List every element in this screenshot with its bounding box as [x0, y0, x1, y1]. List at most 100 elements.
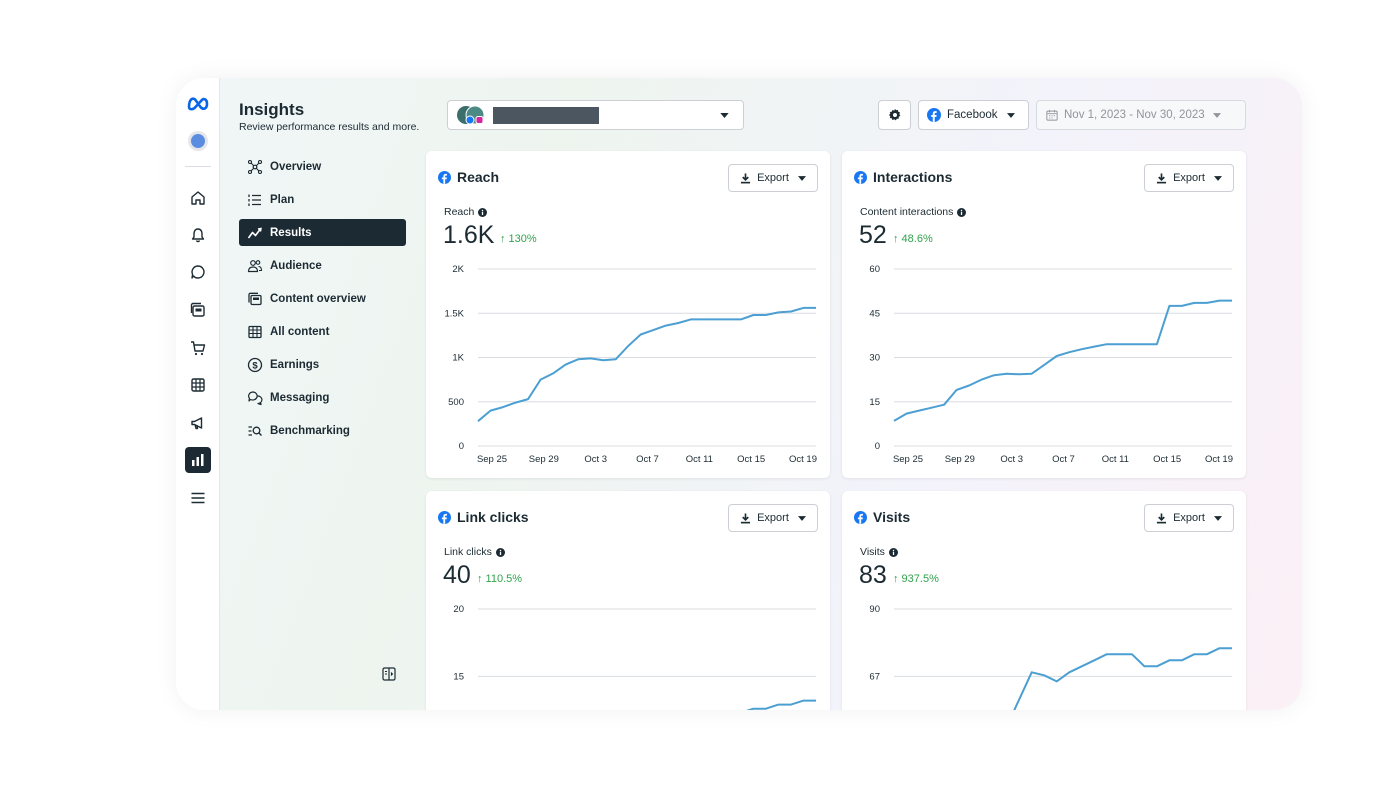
metric-change: ↑ 937.5%	[893, 573, 939, 585]
info-icon[interactable]	[888, 547, 898, 557]
chevron-down-icon	[1006, 112, 1015, 118]
settings-button[interactable]	[878, 100, 911, 130]
x-tick-label: Sep 25	[893, 454, 923, 465]
nav-item-content-overview[interactable]: Content overview	[239, 285, 406, 312]
nav-item-label: Plan	[270, 193, 295, 206]
insights-icon[interactable]	[185, 447, 211, 473]
facebook-icon	[438, 170, 451, 184]
platform-selector[interactable]: Facebook	[918, 100, 1029, 130]
export-button[interactable]: Export	[1144, 164, 1234, 192]
earnings-icon: $	[247, 357, 263, 372]
metric-label: Content interactions	[860, 206, 967, 218]
chevron-down-icon	[1213, 175, 1222, 181]
x-tick-label: Oct 3	[1000, 454, 1023, 465]
nav-item-benchmarking[interactable]: Benchmarking	[239, 417, 406, 444]
nav-item-label: Results	[270, 226, 312, 239]
chevron-down-icon	[720, 113, 729, 118]
card-title-text: Visits	[873, 509, 911, 525]
y-tick-label: 15	[453, 671, 464, 682]
export-label: Export	[1173, 172, 1205, 184]
y-tick-label: 67	[869, 671, 880, 682]
collapse-panel-icon[interactable]	[382, 667, 396, 681]
date-range-label: Nov 1, 2023 - Nov 30, 2023	[1064, 109, 1205, 121]
benchmarking-icon	[248, 425, 262, 436]
export-label: Export	[757, 172, 789, 184]
y-tick-label: 1.5K	[444, 308, 464, 319]
card-title: Interactions	[854, 169, 952, 185]
meta-logo-icon[interactable]	[185, 90, 211, 116]
rail-divider	[185, 166, 211, 167]
audience-icon	[247, 259, 263, 272]
content-overview-icon	[248, 292, 262, 305]
page-subtitle: Review performance results and more.	[239, 121, 420, 133]
nav-item-all-content[interactable]: All content	[239, 318, 406, 345]
info-icon[interactable]	[957, 207, 967, 217]
x-tick-label: Sep 25	[477, 454, 507, 465]
all-content-icon	[248, 325, 262, 338]
card-title-text: Interactions	[873, 169, 953, 185]
date-range-picker[interactable]: Nov 1, 2023 - Nov 30, 2023	[1036, 100, 1246, 130]
metric-value: 83	[859, 561, 887, 589]
metric-value: 40	[443, 561, 471, 589]
nav-item-plan[interactable]: Plan	[239, 186, 406, 213]
nav-item-earnings[interactable]: $ Earnings	[239, 351, 406, 378]
download-icon	[741, 512, 751, 523]
insights-nav: Insights Review performance results and …	[238, 78, 420, 710]
info-icon[interactable]	[478, 207, 488, 217]
platform-label: Facebook	[947, 109, 998, 121]
profile-avatar-icon[interactable]	[185, 128, 211, 154]
info-icon[interactable]	[495, 547, 505, 557]
x-tick-label: Oct 19	[789, 454, 817, 465]
download-icon	[741, 172, 751, 183]
nav-item-audience[interactable]: Audience	[239, 252, 406, 279]
export-button[interactable]: Export	[1144, 504, 1234, 532]
x-tick-label: Oct 11	[686, 454, 713, 465]
export-button[interactable]: Export	[728, 164, 818, 192]
home-icon[interactable]	[185, 185, 211, 211]
account-selector[interactable]	[447, 100, 744, 130]
interactions-card: Interactions Export Content interactions…	[842, 151, 1246, 478]
content-icon[interactable]	[185, 297, 211, 323]
app-window: Insights Review performance results and …	[176, 78, 1302, 710]
x-tick-label: Oct 7	[636, 454, 659, 465]
line-chart: 0 500 1K 1.5K 2K Sep 25 Sep 29 Oct 3 Oct 7 Oct 11…	[444, 264, 817, 465]
nav-item-overview[interactable]: Overview	[239, 153, 406, 180]
reach-card: Reach Export Reach 1.6K ↑ 130% 0 500 1K 1.5…	[426, 151, 830, 478]
metric-value: 52	[859, 221, 887, 249]
y-tick-label: 60	[869, 264, 880, 275]
metric-label: Reach	[444, 206, 488, 218]
ads-icon[interactable]	[185, 410, 211, 436]
metric-change: ↑ 130%	[500, 233, 537, 245]
icon-rail	[176, 78, 220, 710]
x-tick-label: Oct 19	[1205, 454, 1233, 465]
nav-item-results[interactable]: Results	[239, 219, 406, 246]
commerce-icon[interactable]	[185, 335, 211, 361]
metric-change: ↑ 48.6%	[893, 233, 933, 245]
plan-icon	[248, 194, 261, 206]
messaging-icon	[248, 390, 263, 405]
metric-label: Visits	[860, 546, 898, 558]
metric-label: Link clicks	[444, 546, 505, 558]
series-line	[1013, 647, 1232, 710]
chevron-down-icon	[797, 515, 806, 521]
nav-item-label: All content	[270, 325, 330, 338]
table-icon[interactable]	[185, 372, 211, 398]
chevron-down-icon	[1213, 515, 1222, 521]
x-tick-label: Oct 11	[1102, 454, 1129, 465]
chevron-down-icon	[797, 175, 806, 181]
x-tick-label: Oct 15	[737, 454, 765, 465]
y-tick-label: 45	[869, 308, 880, 319]
svg-text:$: $	[252, 360, 258, 371]
series-line	[746, 699, 816, 710]
nav-item-messaging[interactable]: Messaging	[239, 384, 406, 411]
notifications-icon[interactable]	[185, 222, 211, 248]
menu-icon[interactable]	[185, 485, 211, 511]
messages-icon[interactable]	[185, 259, 211, 285]
export-button[interactable]: Export	[728, 504, 818, 532]
x-tick-label: Sep 29	[529, 454, 559, 465]
calendar-icon	[1046, 109, 1058, 121]
facebook-icon	[438, 510, 451, 524]
download-icon	[1157, 512, 1167, 523]
y-tick-label: 30	[869, 353, 880, 364]
